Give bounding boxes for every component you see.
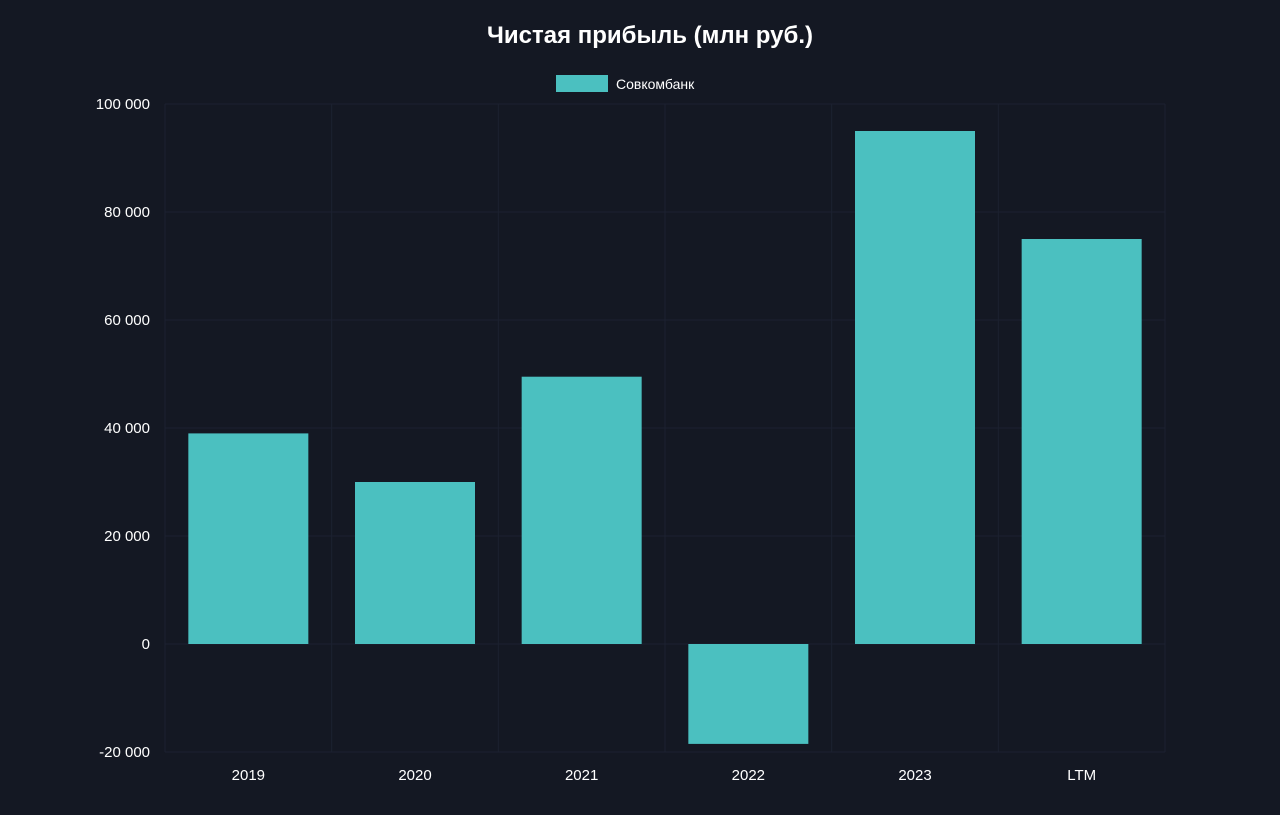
bar-ltm[interactable]: [1021, 239, 1142, 644]
y-tick-label: 20 000: [104, 528, 150, 545]
y-tick-label: 100 000: [96, 96, 150, 113]
legend-label: Совкомбанк: [616, 76, 695, 92]
legend-swatch: [556, 75, 608, 92]
x-tick-label: 2020: [398, 767, 431, 784]
bar-2023[interactable]: [855, 131, 975, 644]
x-tick-label: 2021: [565, 767, 598, 784]
bars: [188, 131, 1142, 744]
grid: [164, 103, 1166, 753]
bar-2019[interactable]: [188, 433, 309, 644]
y-tick-label: -20 000: [99, 744, 150, 761]
y-axis-ticks: 100 000 80 000 60 000 40 000 20 000 0 -20 000: [96, 96, 150, 761]
x-tick-label: 2023: [898, 767, 931, 784]
x-tick-label: LTM: [1067, 767, 1096, 784]
x-tick-label: 2019: [232, 767, 265, 784]
legend[interactable]: Совкомбанк: [556, 75, 695, 92]
bar-2021[interactable]: [521, 376, 642, 644]
y-tick-label: 0: [142, 636, 150, 653]
bar-2020[interactable]: [355, 482, 475, 644]
x-tick-label: 2022: [732, 767, 765, 784]
chart-title: Чистая прибыль (млн руб.): [487, 22, 813, 49]
y-tick-label: 60 000: [104, 312, 150, 329]
y-tick-label: 40 000: [104, 420, 150, 437]
y-tick-label: 80 000: [104, 204, 150, 221]
x-axis-ticks: 2019 2020 2021 2022 2023 LTM: [232, 767, 1096, 784]
bar-2022[interactable]: [688, 644, 809, 744]
